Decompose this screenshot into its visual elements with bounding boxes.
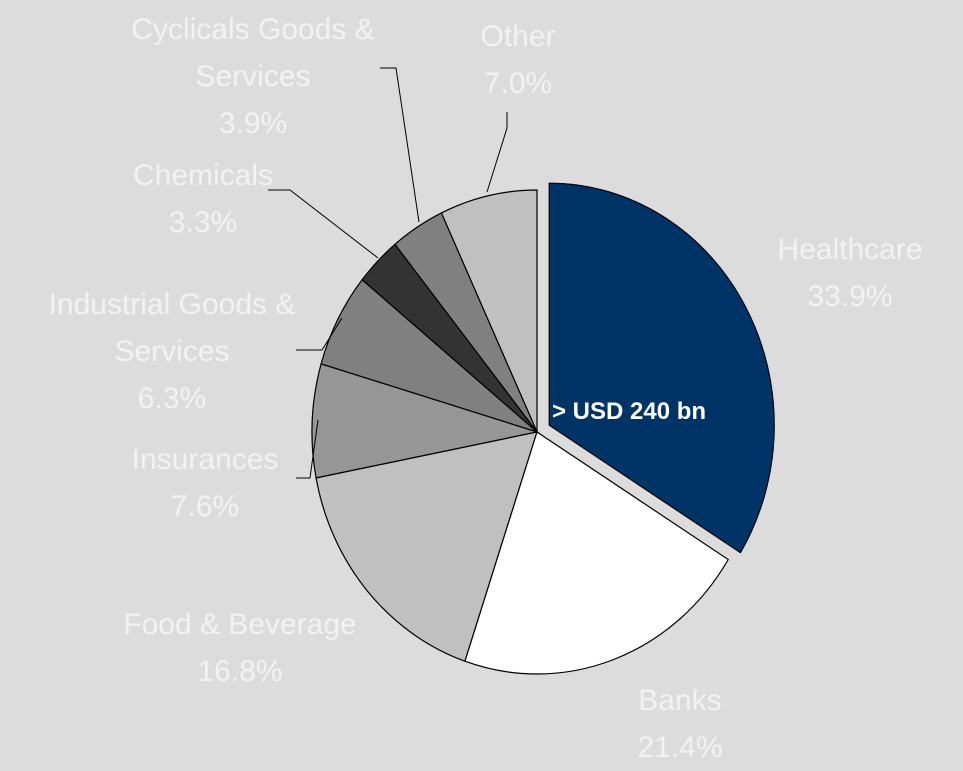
slice-label: Healthcare 33.9%: [745, 226, 955, 320]
value-label: 21.4%: [637, 731, 723, 764]
pie-slice: [464, 431, 730, 675]
category-name: Cyclicals Goods & Services: [131, 13, 375, 93]
slice-label: Other 7.0%: [448, 13, 588, 107]
value-label: 7.0%: [483, 67, 553, 100]
value-label: 16.8%: [197, 655, 283, 688]
slice-label: Food & Beverage 16.8%: [75, 601, 405, 695]
slice-label: Cyclicals Goods & Services 3.9%: [88, 6, 418, 147]
category-name: Banks: [638, 684, 722, 717]
value-label: 7.6%: [170, 490, 240, 523]
pie-slice: [315, 431, 538, 663]
center-annotation: > USD 240 bn: [552, 398, 707, 425]
category-name: Chemicals: [132, 159, 274, 192]
leader-line: [268, 189, 379, 259]
pie-slice: [548, 182, 775, 554]
category-name: Other: [480, 20, 556, 53]
slice-label: Industrial Goods & Services 6.3%: [0, 281, 345, 422]
category-name: Insurances: [131, 443, 279, 476]
value-label: 33.9%: [807, 280, 893, 313]
pie-slice: [440, 189, 538, 433]
slice-label: Chemicals 3.3%: [88, 152, 318, 246]
category-name: Healthcare: [777, 233, 923, 266]
pie-slice: [311, 363, 540, 479]
leader-lines: [268, 67, 508, 479]
leader-line: [486, 112, 508, 193]
slice-label: Insurances 7.6%: [90, 436, 320, 530]
value-label: 3.3%: [168, 206, 238, 239]
leader-line: [380, 67, 420, 223]
category-name: Food & Beverage: [123, 608, 357, 641]
category-name: Industrial Goods & Services: [48, 288, 296, 368]
value-label: 6.3%: [137, 382, 207, 415]
slice-label: Banks 21.4%: [580, 677, 780, 771]
leader-line: [296, 317, 343, 351]
value-label: 3.9%: [218, 107, 288, 140]
leader-line: [296, 419, 319, 479]
